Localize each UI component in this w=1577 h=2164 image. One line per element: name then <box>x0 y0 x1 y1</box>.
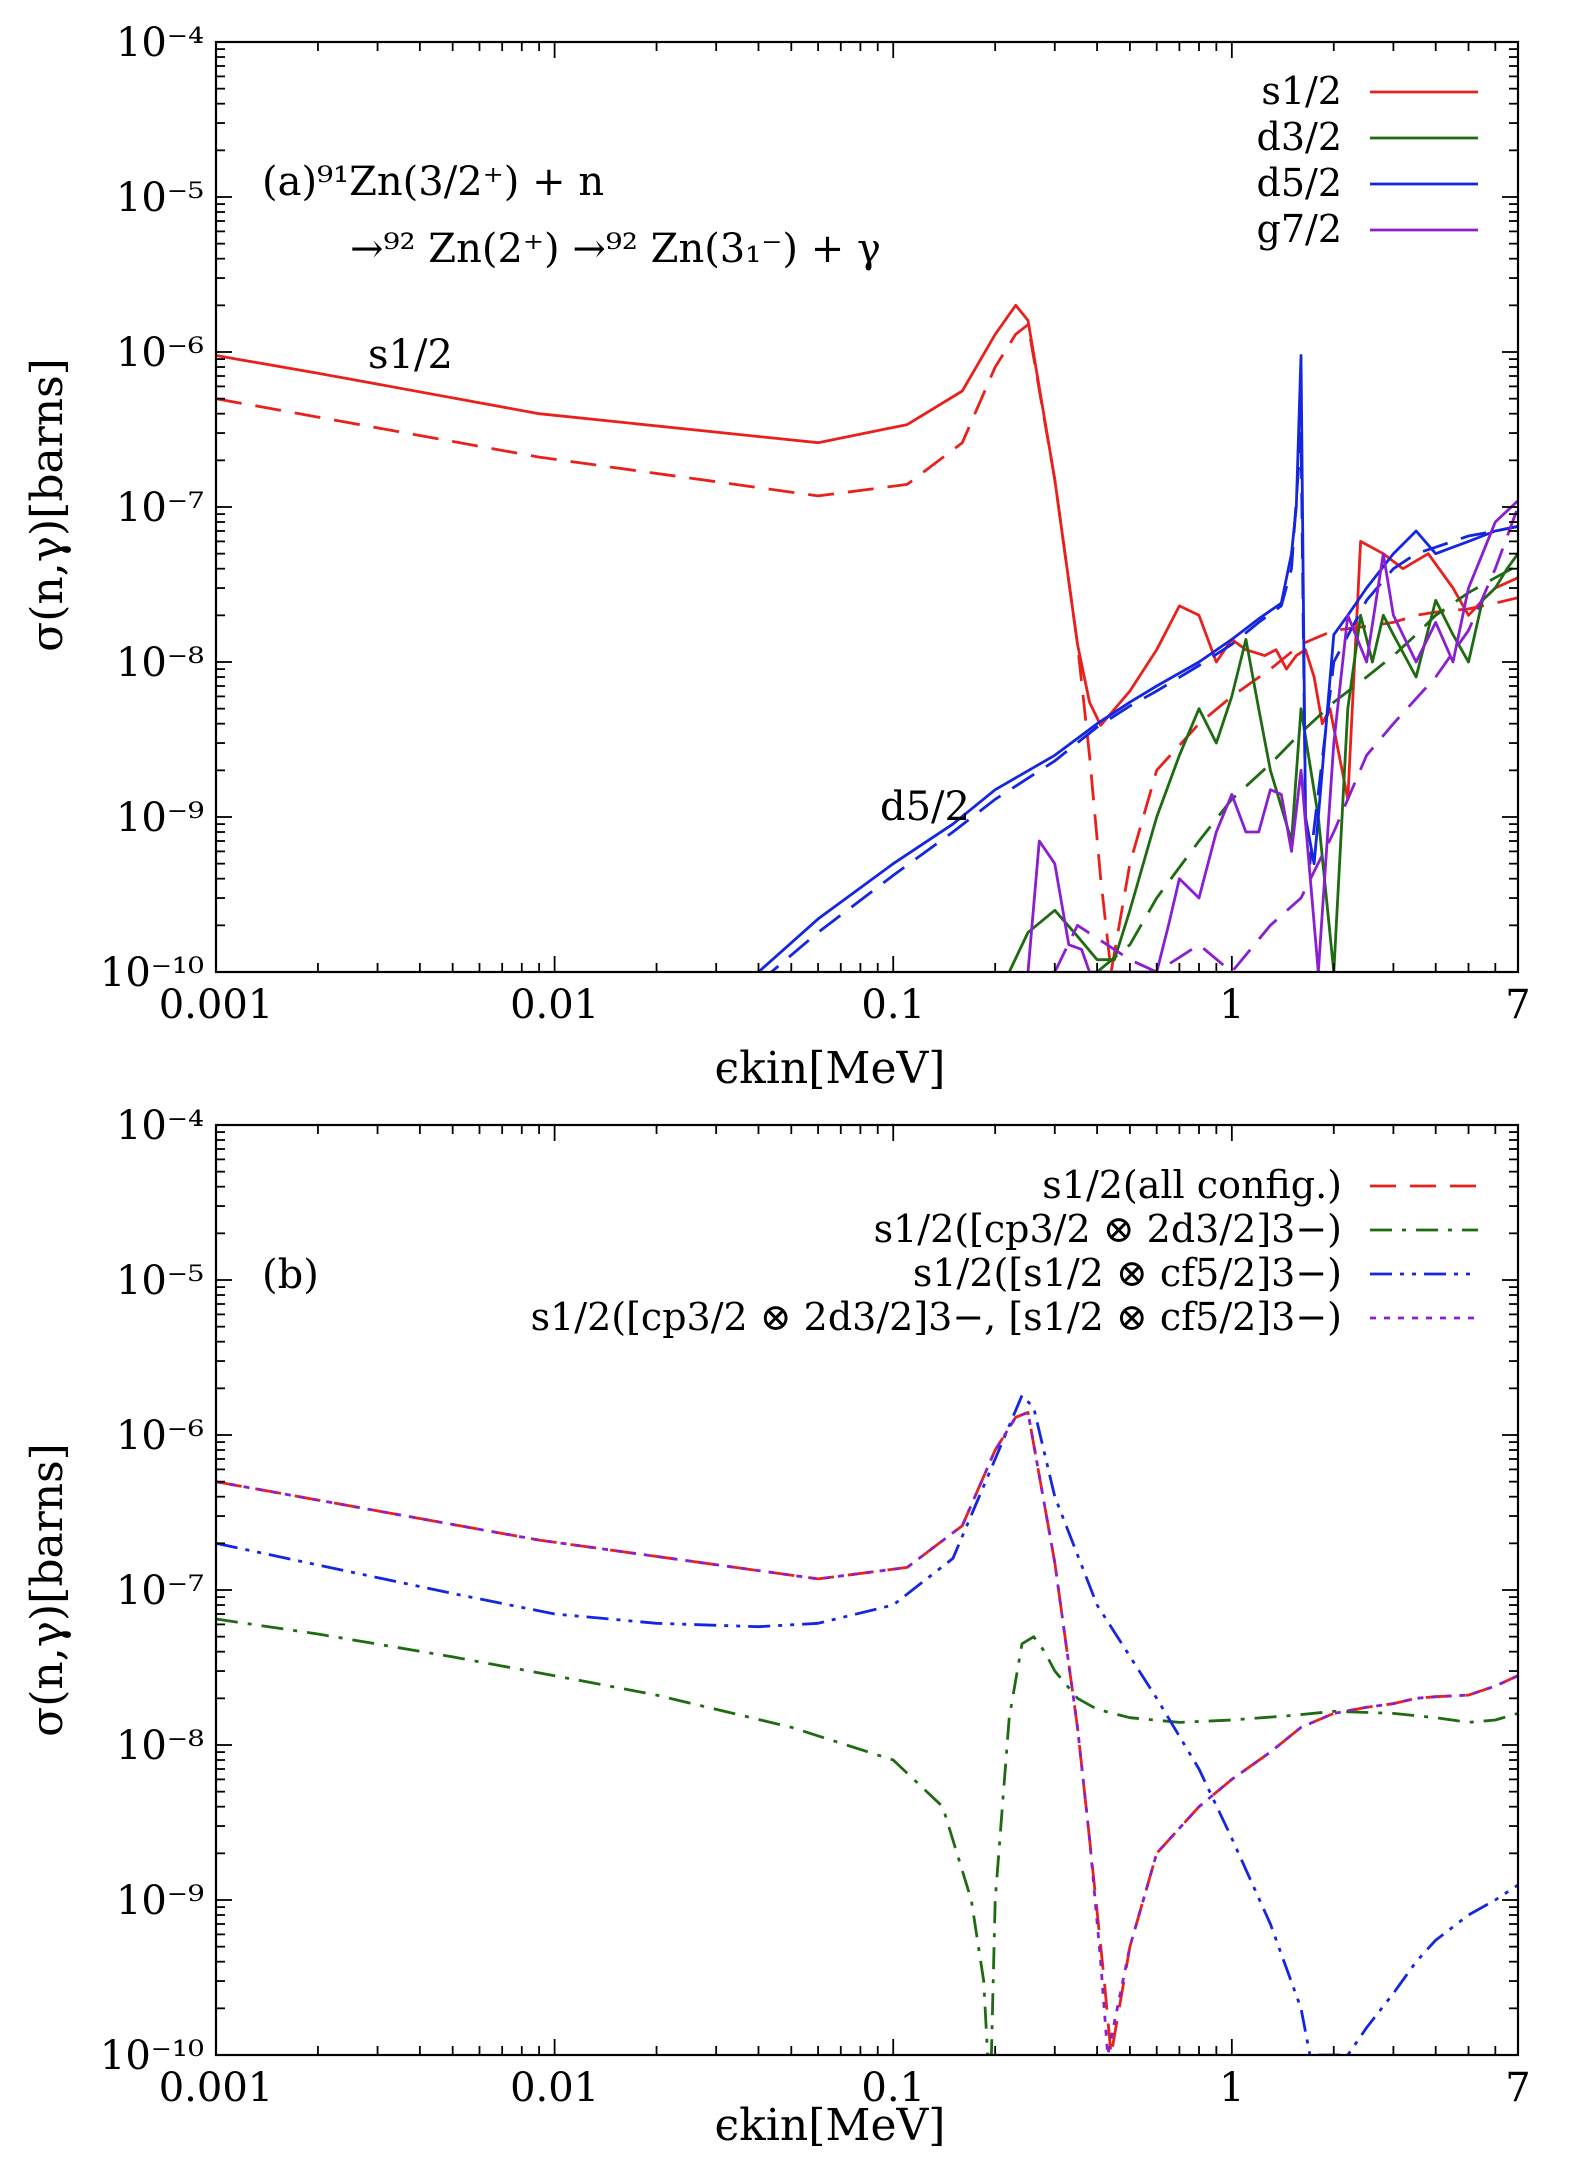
y-tick-label: 10⁻⁶ <box>116 330 204 376</box>
y-tick-label: 10⁻⁹ <box>116 1878 204 1924</box>
panel-b-frame <box>214 1123 1520 2057</box>
series-line <box>216 1411 1518 2055</box>
x-tick-label: 7 <box>1505 2065 1530 2111</box>
panel-b-series <box>216 1394 1518 2055</box>
series-line <box>216 1617 1518 2055</box>
legend-label: g7/2 <box>1257 207 1342 251</box>
y-tick-label: 10⁻⁷ <box>116 485 204 531</box>
panel-a-series <box>216 303 1518 972</box>
legend-label: s1/2([s1/2 ⊗ cf5/2]3−) <box>913 1251 1342 1295</box>
panel-a-reaction-line1: (a)⁹¹Zn(3/2⁺) + n <box>262 159 604 205</box>
panel-b-xlabel: ϵkin[MeV] <box>715 2100 946 2151</box>
y-tick-label: 10⁻⁴ <box>116 20 204 66</box>
legend-label: s1/2 <box>1261 69 1342 113</box>
annotation-s12: s1/2 <box>368 332 453 378</box>
y-tick-label: 10⁻⁵ <box>116 1258 204 1304</box>
series-line <box>216 323 1518 972</box>
series-line <box>1053 506 1518 972</box>
y-tick-label: 10⁻¹⁰ <box>100 950 204 996</box>
panel-a-ticks: 0.001 0.01 0.1 1 7 10⁻¹⁰ 10⁻⁹ 10⁻⁸ 10⁻⁷ 10⁻⁶ 10⁻⁵ 1… <box>100 20 1531 1028</box>
x-tick-label: 1 <box>1219 2065 1244 2111</box>
x-tick-label: 0.001 <box>159 982 274 1028</box>
series-line <box>1096 564 1518 972</box>
y-tick-label: 10⁻⁴ <box>116 1103 204 1149</box>
y-tick-label: 10⁻⁸ <box>116 1723 204 1769</box>
series-line <box>216 1411 1518 2055</box>
panel-b-ticks: 0.001 0.01 0.1 1 7 10⁻¹⁰ 10⁻⁹ 10⁻⁸ 10⁻⁷ 10⁻⁶ 10⁻⁵ 1… <box>100 1103 1531 2111</box>
series-line <box>216 303 1518 801</box>
y-tick-label: 10⁻⁸ <box>116 640 204 686</box>
legend-label: s1/2(all config.) <box>1042 1163 1342 1207</box>
panel-a-xlabel: ϵkin[MeV] <box>715 1043 946 1094</box>
legend-label: d3/2 <box>1257 115 1342 159</box>
y-tick-label: 10⁻¹⁰ <box>100 2033 204 2079</box>
series-line <box>1026 499 1518 972</box>
x-tick-label: 0.001 <box>159 2065 274 2111</box>
x-tick-label: 0.1 <box>861 982 925 1028</box>
x-tick-label: 0.01 <box>510 2065 599 2111</box>
x-tick-label: 7 <box>1505 982 1530 1028</box>
x-tick-label: 0.1 <box>861 2065 925 2111</box>
legend-label: s1/2([cp3/2 ⊗ 2d3/2]3−, [s1/2 ⊗ cf5/2]3−… <box>531 1295 1342 1339</box>
x-tick-label: 0.01 <box>510 982 599 1028</box>
series-line <box>216 1394 1518 2055</box>
panel-a: 0.001 0.01 0.1 1 7 10⁻¹⁰ 10⁻⁹ 10⁻⁸ 10⁻⁷ 10⁻⁶ 10⁻⁵ 1… <box>22 20 1531 1094</box>
annotation-d52: d5/2 <box>880 784 970 830</box>
panel-a-frame <box>214 40 1520 974</box>
y-tick-label: 10⁻⁵ <box>116 175 204 221</box>
y-tick-label: 10⁻⁹ <box>116 795 204 841</box>
panel-a-ylabel: σ(n,γ)[barns] <box>22 358 73 652</box>
x-tick-label: 1 <box>1219 982 1244 1028</box>
series-line <box>769 431 1518 972</box>
series-line <box>757 354 1518 972</box>
panel-b: 0.001 0.01 0.1 1 7 10⁻¹⁰ 10⁻⁹ 10⁻⁸ 10⁻⁷ 10⁻⁶ 10⁻⁵ 1… <box>22 1103 1531 2151</box>
y-tick-label: 10⁻⁶ <box>116 1413 204 1459</box>
legend-label: d5/2 <box>1257 161 1342 205</box>
panel-b-legend: s1/2(all config.)s1/2([cp3/2 ⊗ 2d3/2]3−)… <box>531 1163 1478 1339</box>
panel-a-legend: s1/2d3/2d5/2g7/2 <box>1257 69 1478 251</box>
panel-b-label: (b) <box>262 1252 319 1298</box>
y-tick-label: 10⁻⁷ <box>116 1568 204 1614</box>
panel-a-reaction-line2: →⁹² Zn(2⁺) →⁹² Zn(3₁⁻) + γ <box>350 226 881 272</box>
panel-b-ylabel: σ(n,γ)[barns] <box>22 1443 73 1737</box>
legend-label: s1/2([cp3/2 ⊗ 2d3/2]3−) <box>874 1207 1342 1251</box>
